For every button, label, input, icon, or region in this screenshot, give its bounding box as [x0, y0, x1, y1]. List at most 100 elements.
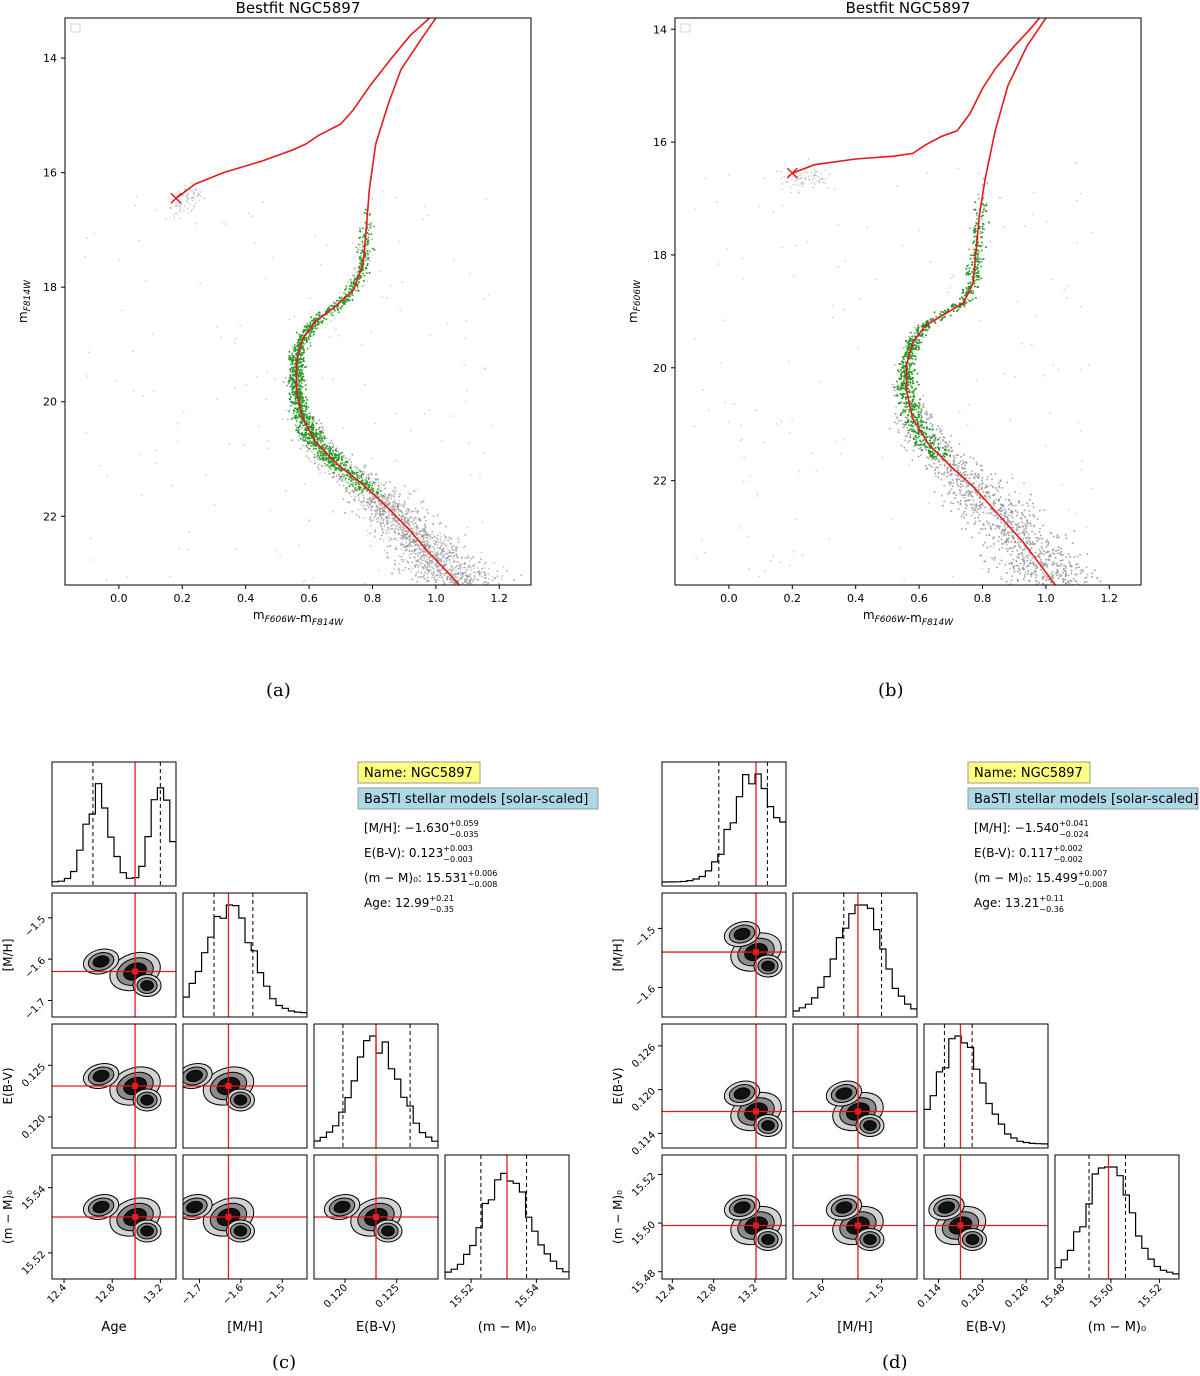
y-tick-label: 16 — [653, 136, 667, 149]
axes-frame — [674, 17, 1142, 586]
subplot-frame — [51, 1023, 177, 1149]
fit-result-sub: −0.36 — [1039, 905, 1064, 914]
x-tick-label: 15.52 — [448, 1282, 476, 1310]
y-tick-label: 15.50 — [630, 1219, 658, 1247]
chart-title: Bestfit NGC5897 — [846, 0, 971, 17]
histogram-step — [183, 904, 307, 1015]
y-axis-label: (m − M)₀ — [1, 1190, 15, 1244]
hist-3-3: 15.52 15.54 (m − M)₀ — [444, 1154, 570, 1335]
contour-2-0: 0.114 0.120 0.126 E(B-V) — [611, 1023, 787, 1158]
x-axis-label: (m − M)₀ — [478, 1320, 536, 1335]
fit-result-line: Age: 13.21+0.11 — [974, 894, 1064, 910]
fit-result-sub: −0.008 — [468, 880, 498, 889]
subplot-frame — [923, 1154, 1049, 1280]
fit-result-line: (m − M)₀: 15.499+0.007 — [974, 869, 1107, 885]
subplot-frame — [661, 761, 787, 887]
contour-inner — [938, 1201, 955, 1214]
x-tick-label: −1.5 — [862, 1282, 887, 1307]
y-tick-label: 16 — [43, 167, 57, 180]
y-axis-label: mF814W — [16, 279, 33, 323]
contour-inner — [835, 1201, 853, 1214]
contour-3-2: 0.114 0.120 0.126 E(B-V) — [916, 1154, 1049, 1335]
legend-box — [70, 23, 81, 33]
x-axis-label: (m − M)₀ — [1088, 1320, 1146, 1335]
histogram-step — [1055, 1166, 1179, 1277]
contour-inner — [965, 1234, 980, 1245]
hist-1-1 — [182, 892, 308, 1018]
fit-result-line: E(B-V): 0.123+0.003 — [364, 844, 473, 860]
y-tick-label: 14 — [43, 52, 57, 65]
fit-result-line: (m − M)₀: 15.531+0.006 — [364, 869, 497, 885]
y-tick-label: 0.120 — [630, 1086, 658, 1114]
x-axis-label: mF606W-mF814W — [863, 608, 954, 628]
histogram-step — [924, 1035, 1048, 1146]
best-fit-marker — [132, 1214, 139, 1220]
x-axis-label: [M/H] — [227, 1320, 263, 1335]
x-tick-label: −1.6 — [221, 1282, 246, 1307]
annotation-block: Name: NGC5897 BaSTI stellar models [solar… — [357, 761, 599, 914]
contour-inner — [835, 1087, 853, 1100]
legend-box — [680, 23, 691, 33]
fit-result-sub: −0.003 — [443, 855, 473, 864]
y-axis-label: (m − M)₀ — [611, 1190, 625, 1244]
hist-2-2 — [923, 1023, 1049, 1149]
y-tick-label: 15.52 — [20, 1249, 48, 1277]
models-label: BaSTI stellar models [solar-scaled] — [364, 792, 588, 807]
x-tick-label: −1.7 — [180, 1282, 205, 1307]
x-tick-label: 0.114 — [916, 1282, 944, 1310]
contour-3-2: 0.120 0.125 E(B-V) — [313, 1154, 439, 1335]
y-tick-label: 14 — [653, 23, 667, 36]
best-fit-marker — [957, 1222, 964, 1229]
subplot-frame — [51, 761, 177, 887]
models-label-box — [357, 787, 599, 810]
x-tick-label: 0.120 — [322, 1282, 350, 1310]
y-tick-label: 0.125 — [20, 1062, 48, 1090]
subplot-frame — [792, 1023, 918, 1149]
contour-inner — [733, 927, 751, 941]
best-fit-marker — [753, 1108, 760, 1115]
contour-3-1: −1.6 −1.5 [M/H] — [792, 1154, 918, 1335]
y-tick-label: 22 — [653, 475, 667, 488]
contour-1-0: −1.6 −1.5 [M/H] — [611, 892, 787, 1018]
member-stars — [286, 208, 384, 497]
turnoff-marker — [786, 167, 798, 179]
caption-b: (b) — [878, 680, 904, 701]
y-tick-label: 0.126 — [630, 1042, 658, 1070]
x-tick-label: 12.4 — [654, 1282, 678, 1306]
best-fit-marker — [854, 1108, 861, 1115]
subplot-frame — [444, 1154, 570, 1280]
subplot-frame — [1054, 1154, 1180, 1280]
subplot-frame — [182, 1154, 308, 1280]
hist-2-2 — [313, 1023, 439, 1149]
subplot-frame — [51, 892, 177, 1018]
contour-inner — [863, 1120, 877, 1131]
fit-result-line: Age: 12.99+0.21 — [364, 894, 454, 910]
contour-inner — [92, 1069, 110, 1083]
contour-inner — [761, 960, 775, 972]
x-tick-label: 0.2 — [174, 592, 192, 605]
isochrone-isochrone — [792, 18, 1041, 174]
best-fit-marker — [132, 968, 139, 975]
y-axis-label: [M/H] — [1, 939, 15, 972]
x-axis-label: Age — [711, 1320, 736, 1335]
x-tick-label: 13.2 — [737, 1282, 761, 1306]
y-tick-label: 0.114 — [630, 1130, 658, 1158]
y-tick-label: 15.54 — [20, 1184, 48, 1212]
contour-inner — [233, 1094, 248, 1106]
fit-result-line: [M/H]: −1.630+0.059 — [364, 819, 479, 835]
isochrone-rgb — [295, 18, 461, 585]
models-label: BaSTI stellar models [solar-scaled] — [974, 792, 1198, 807]
contour-inner — [140, 1225, 154, 1237]
field-stars — [84, 182, 523, 585]
y-tick-label: 15.52 — [630, 1171, 658, 1199]
x-tick-label: 1.0 — [427, 592, 445, 605]
contour-3-1: −1.7 −1.6 −1.5 [M/H] — [180, 1154, 308, 1335]
caption-d: (d) — [882, 1352, 908, 1373]
fit-result-sub: −0.024 — [1059, 830, 1089, 839]
hist-0-0 — [661, 761, 787, 887]
cmd-panel-b: 0.0 0.2 0.4 0.6 0.8 1.0 1.2 14 16 18 20 22 Bestfit N… — [626, 0, 1142, 628]
y-axis-label: mF606W — [626, 279, 643, 323]
contour-3-0: 12.4 12.8 13.2 Age 15.52 15.54 (m − M)₀ — [1, 1154, 177, 1335]
